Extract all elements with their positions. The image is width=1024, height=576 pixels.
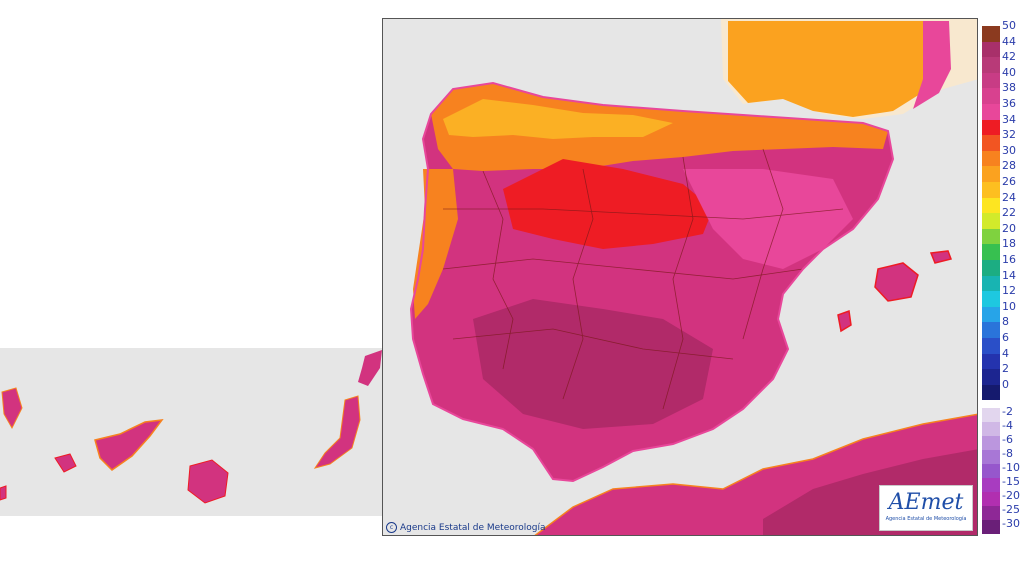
legend-swatch — [982, 213, 1000, 229]
legend-swatch — [982, 260, 1000, 276]
legend-label: 28 — [1002, 159, 1016, 173]
legend-swatch — [982, 72, 1000, 89]
legend-swatch — [982, 291, 1000, 307]
logo-brand: AEmet — [888, 490, 964, 515]
island-gran-canaria — [187, 459, 229, 504]
island-menorca — [929, 250, 952, 264]
legend-label: 20 — [1002, 221, 1016, 235]
temperature-map-svg — [383, 19, 977, 535]
legend-label: -8 — [1002, 447, 1013, 461]
west-orange-coast — [413, 169, 458, 319]
legend-label: 32 — [1002, 128, 1016, 142]
legend-label: 6 — [1002, 331, 1009, 344]
central-pink-zone — [683, 169, 853, 269]
island-mallorca — [874, 262, 919, 302]
legend-label: -20 — [1002, 489, 1020, 503]
legend-swatch — [982, 478, 1000, 493]
credit-text: Agencia Estatal de Meteorología — [400, 523, 546, 533]
legend-swatch — [982, 436, 1000, 451]
legend-label: 36 — [1002, 97, 1016, 110]
legend-swatch — [982, 322, 1000, 338]
legend-swatch — [982, 104, 1000, 120]
legend-swatch — [982, 228, 1000, 245]
island-lanzarote — [358, 350, 382, 386]
island-la-gomera — [54, 453, 77, 473]
island-el-hierro — [0, 485, 7, 501]
legend-swatch — [982, 26, 1000, 42]
north-yellow-patches — [443, 99, 673, 139]
legend-label: 24 — [1002, 190, 1016, 204]
legend-label: 12 — [1002, 284, 1016, 298]
france-temperature — [728, 21, 943, 117]
legend-label: -4 — [1002, 419, 1013, 433]
legend-swatch — [982, 506, 1000, 521]
legend-swatch — [982, 408, 1000, 423]
legend-label: 0 — [1002, 377, 1009, 391]
legend-swatch — [982, 275, 1000, 292]
legend-swatch — [982, 244, 1000, 260]
legend-label: -25 — [1002, 503, 1020, 517]
legend-swatch — [982, 135, 1000, 151]
copyright-icon: c — [386, 522, 397, 533]
island-la-palma — [1, 387, 23, 430]
island-tenerife — [94, 419, 164, 471]
legend-swatch — [982, 353, 1000, 370]
legend-swatch — [982, 166, 1000, 182]
credit: c Agencia Estatal de Meteorología — [386, 522, 546, 533]
legend-label: -30 — [1002, 517, 1020, 531]
legend-swatch — [982, 41, 1000, 58]
legend-swatch — [982, 338, 1000, 354]
legend-swatch — [982, 119, 1000, 136]
legend-swatch — [982, 182, 1000, 198]
legend-label: 40 — [1002, 65, 1016, 79]
central-red-zone — [503, 159, 713, 249]
legend-swatch — [982, 88, 1000, 104]
legend-label: 50 — [1002, 19, 1016, 32]
legend-swatch — [982, 450, 1000, 465]
france-hot-strip — [913, 21, 951, 109]
color-legend: 50 44 42 40 38 36 34 32 30 28 26 24 22 20 18 16 14 12 10 8 6… — [982, 20, 1024, 536]
legend-swatch — [982, 57, 1000, 73]
canary-islands-svg — [0, 348, 382, 516]
main-map: AEmet Agencia Estatal de Meteorología — [382, 18, 978, 536]
legend-label: 2 — [1002, 362, 1009, 376]
legend-label: 30 — [1002, 143, 1016, 157]
aemet-logo: AEmet Agencia Estatal de Meteorología — [879, 485, 973, 531]
legend-label: 16 — [1002, 253, 1016, 266]
legend-swatch — [982, 520, 1000, 535]
legend-label: 8 — [1002, 315, 1009, 329]
legend-label: 10 — [1002, 299, 1016, 313]
legend-label: -6 — [1002, 433, 1013, 447]
legend-swatch — [982, 369, 1000, 385]
legend-label: 42 — [1002, 50, 1016, 64]
legend-label: 4 — [1002, 346, 1009, 360]
legend-swatch — [982, 464, 1000, 479]
logo-subtitle: Agencia Estatal de Meteorología — [885, 516, 967, 522]
island-fuerteventura — [313, 395, 361, 469]
legend-label: 14 — [1002, 268, 1016, 282]
legend-label: 38 — [1002, 81, 1016, 95]
south-core — [473, 299, 713, 429]
legend-label: -2 — [1002, 405, 1013, 419]
legend-label: 18 — [1002, 237, 1016, 251]
legend-label: 34 — [1002, 112, 1016, 126]
iberia-coastline — [409, 81, 895, 483]
legend-label: 44 — [1002, 34, 1016, 48]
legend-label: -10 — [1002, 461, 1020, 475]
legend-swatch — [982, 384, 1000, 401]
island-ibiza — [837, 309, 852, 333]
legend-label: -15 — [1002, 475, 1020, 489]
legend-swatch — [982, 197, 1000, 214]
legend-swatch — [982, 150, 1000, 167]
canary-islands-inset — [0, 348, 382, 516]
legend-swatch — [982, 422, 1000, 437]
africa-coast-edge — [534, 413, 977, 535]
province-borders — [442, 148, 844, 410]
legend-label: 22 — [1002, 206, 1016, 220]
legend-swatch — [982, 492, 1000, 507]
legend-swatch — [982, 306, 1000, 323]
legend-label: 26 — [1002, 175, 1016, 188]
